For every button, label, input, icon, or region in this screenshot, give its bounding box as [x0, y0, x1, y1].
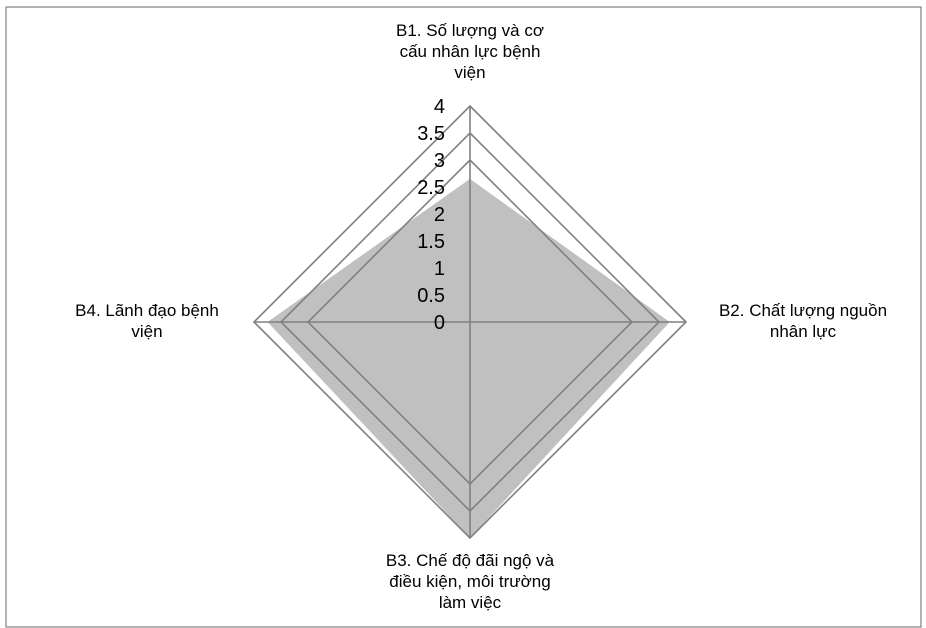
tick-label: 0: [434, 312, 445, 334]
series-area: [267, 178, 670, 538]
category-label-line: viện: [131, 322, 162, 341]
category-label: B4. Lãnh đạo bệnh viện: [75, 301, 219, 341]
category-label: B2. Chất lượng nguồn nhân lực: [719, 301, 887, 341]
category-label-line: viện: [454, 63, 485, 82]
category-label-line: B4. Lãnh đạo bệnh: [75, 301, 219, 320]
tick-label: 2.5: [417, 177, 445, 199]
tick-label: 3.5: [417, 123, 445, 145]
tick-label: 0.5: [417, 285, 445, 307]
category-label-line: điều kiện, môi trường: [389, 572, 550, 591]
category-label-line: B3. Chế độ đãi ngộ và: [386, 551, 555, 570]
category-label: B3. Chế độ đãi ngộ và điều kiện, môi trườ…: [386, 551, 555, 612]
category-labels: B1. Số lượng và cơ cấu nhân lực bệnh việnB…: [75, 21, 887, 612]
category-label: B1. Số lượng và cơ cấu nhân lực bệnh viện: [396, 21, 544, 82]
category-label-line: nhân lực: [770, 322, 837, 341]
tick-labels: 0 0.5 1 1.5 2 2.5 3 3.5 4: [417, 96, 445, 334]
series-layer: [267, 178, 670, 538]
category-label-line: cấu nhân lực bệnh: [400, 42, 541, 61]
category-label-line: làm việc: [439, 593, 502, 612]
tick-label: 2: [434, 204, 445, 226]
category-label-line: B2. Chất lượng nguồn: [719, 301, 887, 320]
tick-label: 1.5: [417, 231, 445, 253]
category-label-line: B1. Số lượng và cơ: [396, 21, 544, 40]
tick-label: 3: [434, 150, 445, 172]
grid-layer: [252, 104, 688, 540]
tick-label: 4: [434, 96, 445, 118]
tick-label: 1: [434, 258, 445, 280]
